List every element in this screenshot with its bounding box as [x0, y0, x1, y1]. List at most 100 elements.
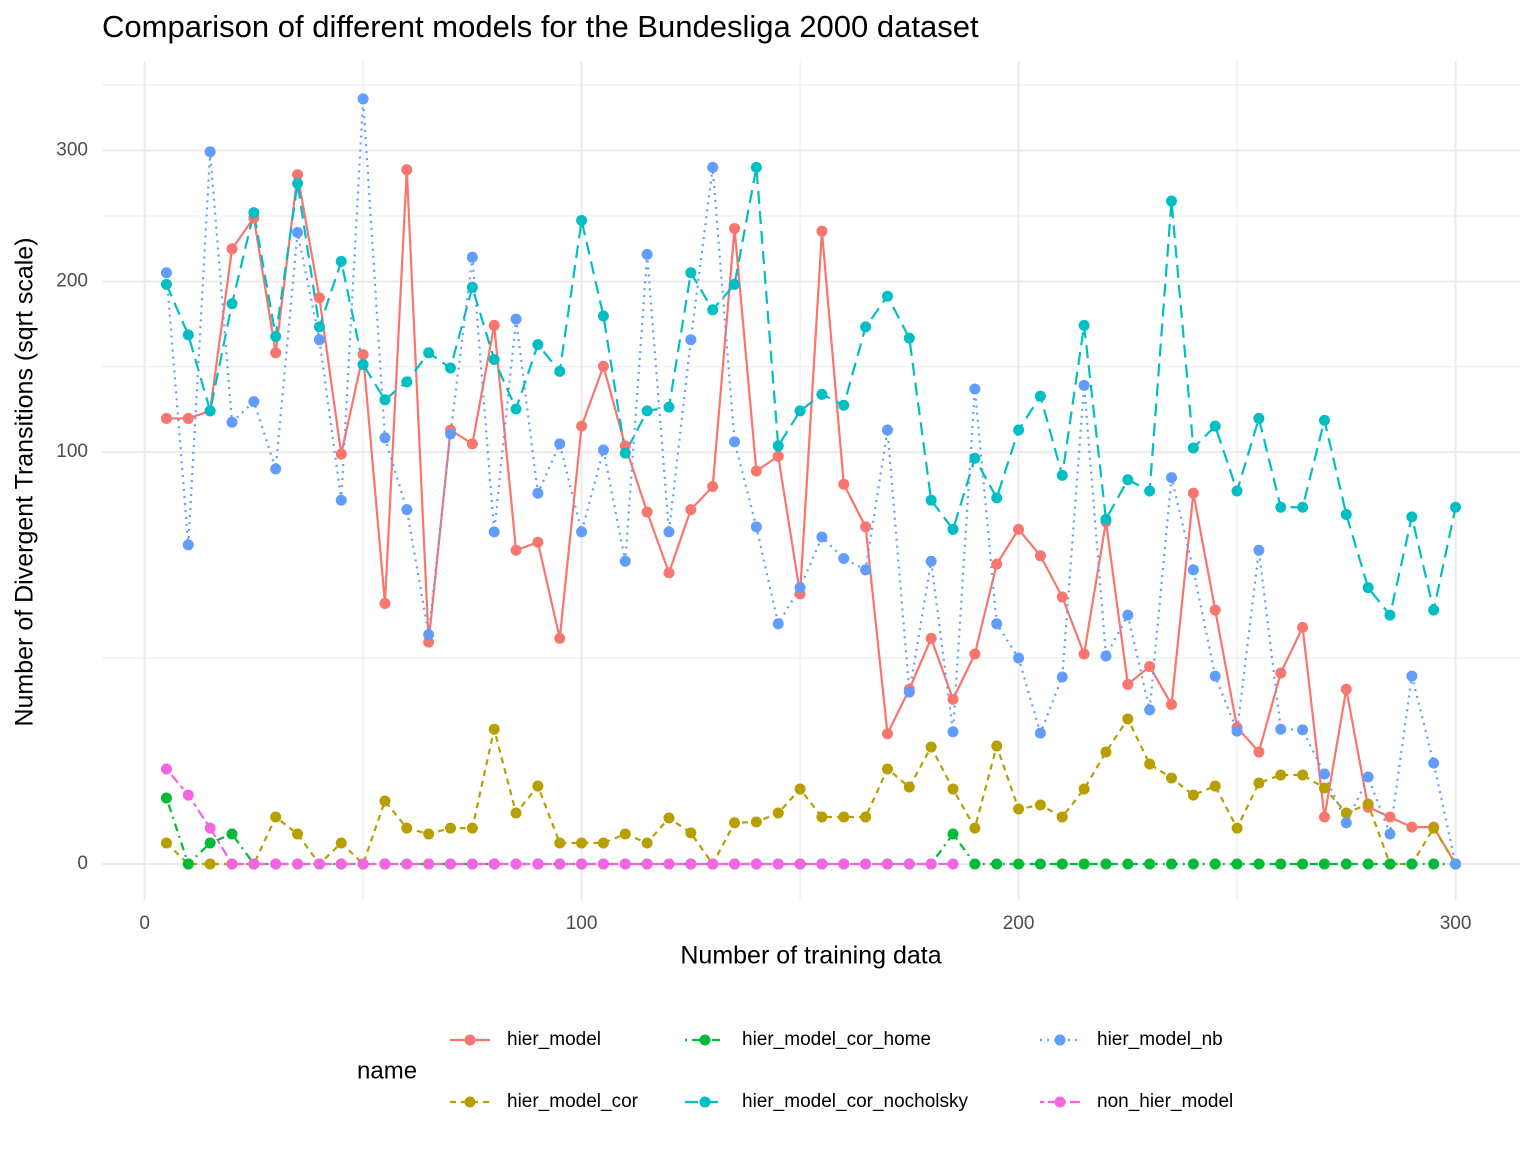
data-point — [1166, 772, 1178, 784]
data-point — [1122, 678, 1134, 690]
legend-key-point — [1054, 1034, 1066, 1046]
data-point — [947, 523, 959, 535]
legend-key-point — [699, 1034, 711, 1046]
data-point — [292, 177, 304, 189]
data-point — [1406, 511, 1418, 523]
data-point — [1318, 811, 1330, 823]
data-point — [423, 629, 435, 641]
data-point — [1034, 390, 1046, 402]
y-tick-label: 300 — [56, 140, 88, 161]
data-point — [488, 319, 500, 331]
data-point — [1275, 769, 1287, 781]
data-point — [991, 858, 1003, 870]
data-point — [1144, 485, 1156, 497]
data-point — [576, 420, 588, 432]
data-point — [1231, 725, 1243, 737]
data-point — [838, 399, 850, 411]
data-point — [729, 817, 741, 829]
data-point — [969, 648, 981, 660]
data-point — [313, 334, 325, 346]
data-point — [182, 858, 194, 870]
data-point — [1122, 858, 1134, 870]
data-point — [401, 822, 413, 834]
data-point — [1122, 609, 1134, 621]
data-point — [160, 278, 172, 290]
data-point — [532, 780, 544, 792]
data-point — [750, 161, 762, 173]
x-axis-label: Number of training data — [680, 942, 941, 970]
data-point — [510, 807, 522, 819]
series-line — [166, 169, 1457, 865]
data-point — [160, 412, 172, 424]
data-point — [226, 828, 238, 840]
data-point — [1340, 683, 1352, 695]
legend-title: name — [357, 1057, 417, 1084]
data-point — [160, 267, 172, 279]
data-point — [1100, 513, 1112, 525]
chart-title: Comparison of different models for the B… — [102, 9, 979, 44]
data-point — [816, 225, 828, 237]
data-point — [881, 763, 893, 775]
data-point — [488, 526, 500, 538]
data-point — [1187, 564, 1199, 576]
data-point — [1428, 757, 1440, 769]
data-point — [270, 347, 282, 359]
data-point — [1384, 811, 1396, 823]
data-point — [444, 858, 456, 870]
series-line — [165, 167, 1457, 618]
data-point — [1078, 783, 1090, 795]
data-point — [1231, 858, 1243, 870]
data-point — [510, 313, 522, 325]
data-point — [292, 828, 304, 840]
data-point — [554, 837, 566, 849]
data-point — [925, 858, 937, 870]
data-point — [925, 741, 937, 753]
data-point — [1253, 412, 1265, 424]
data-point — [1100, 650, 1112, 662]
data-point — [619, 858, 631, 870]
data-point — [160, 763, 172, 775]
data-point — [1275, 501, 1287, 513]
data-point — [204, 405, 216, 417]
data-point — [750, 858, 762, 870]
data-point — [1209, 670, 1221, 682]
data-point — [641, 506, 653, 518]
legend-label: hier_model — [507, 1029, 601, 1050]
data-point — [925, 494, 937, 506]
data-point — [619, 828, 631, 840]
data-point — [1362, 858, 1374, 870]
data-point — [1340, 508, 1352, 520]
data-point — [707, 304, 719, 316]
data-point — [1013, 803, 1025, 815]
data-point — [576, 837, 588, 849]
data-point — [423, 858, 435, 870]
data-point — [794, 405, 806, 417]
data-point — [1428, 822, 1440, 834]
data-point — [772, 450, 784, 462]
data-point — [1144, 704, 1156, 716]
data-point — [1166, 472, 1178, 484]
data-point — [226, 298, 238, 310]
data-point — [1144, 858, 1156, 870]
data-point — [270, 858, 282, 870]
series-line — [165, 98, 1457, 865]
data-point — [1231, 822, 1243, 834]
data-point — [947, 693, 959, 705]
data-point — [750, 521, 762, 533]
data-point — [663, 858, 675, 870]
data-point — [1187, 442, 1199, 454]
data-point — [160, 837, 172, 849]
data-point — [532, 487, 544, 499]
legend-key-point — [1054, 1096, 1066, 1108]
data-point — [881, 424, 893, 436]
data-point — [313, 321, 325, 333]
data-point — [204, 858, 216, 870]
data-point — [1034, 799, 1046, 811]
data-point — [1144, 758, 1156, 770]
data-point — [357, 858, 369, 870]
data-point — [969, 383, 981, 395]
x-tick-label: 200 — [1003, 913, 1035, 934]
data-point — [729, 223, 741, 235]
data-point — [1253, 858, 1265, 870]
data-point — [597, 310, 609, 322]
